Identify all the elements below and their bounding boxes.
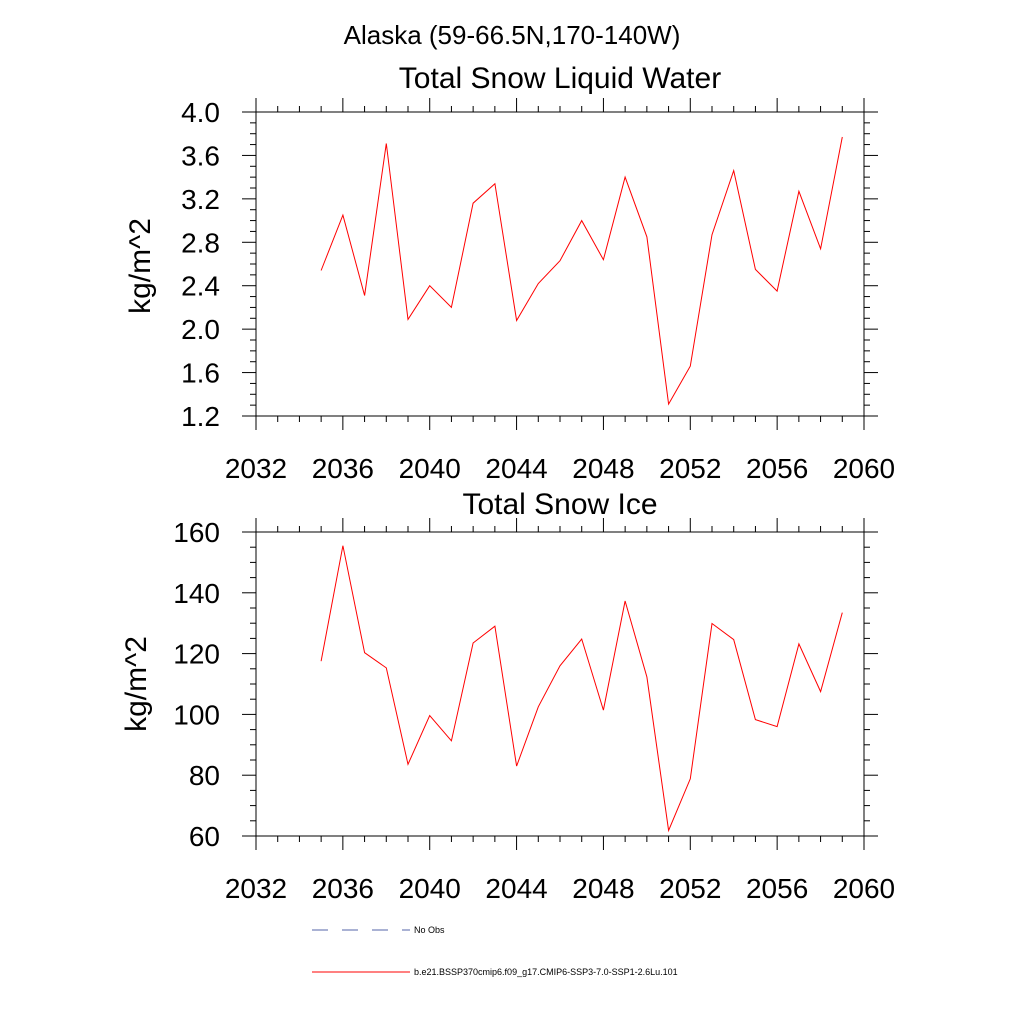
y-axis-label: kg/m^2 [124,218,157,314]
x-tick-label: 2040 [399,453,461,484]
chart-title: Total Snow Ice [462,488,657,521]
legend-label-model: b.e21.BSSP370cmip6.f09_g17.CMIP6-SSP3-7.… [414,967,678,977]
x-tick-label: 2036 [312,873,374,904]
plot-frame [255,111,865,417]
series-line [320,545,843,833]
x-tick-label: 2048 [572,873,634,904]
y-tick-label: 2.0 [181,314,220,345]
x-tick-label: 2060 [833,453,895,484]
page-title: Alaska (59-66.5N,170-140W) [344,20,681,50]
series-line [320,136,843,406]
y-tick-label: 2.8 [181,227,220,258]
x-tick-label: 2040 [399,873,461,904]
chart-snow-ice: Total Snow Ice kg/m^2 2032 2036 2040 2044 20… [120,488,895,904]
y-tick-label: 60 [189,821,220,852]
y-tick-label: 4.0 [181,97,220,128]
chart-title: Total Snow Liquid Water [399,62,721,95]
x-tick-label: 2048 [572,453,634,484]
y-tick-label: 3.2 [181,184,220,215]
x-tick-label: 2056 [746,453,808,484]
x-tick-label: 2032 [225,873,287,904]
y-tick-label: 160 [173,517,220,548]
y-tick-label: 1.2 [181,401,220,432]
x-tick-label: 2056 [746,873,808,904]
legend: No Obs b.e21.BSSP370cmip6.f09_g17.CMIP6-… [312,925,678,977]
plot-frame [255,531,865,837]
x-tick-label: 2044 [485,873,547,904]
chart-liquid-water: Total Snow Liquid Water kg/m^2 2032 2036 2… [124,62,895,484]
y-tick-label: 140 [173,578,220,609]
y-tick-label: 1.6 [181,358,220,389]
y-tick-label: 80 [189,760,220,791]
x-tick-label: 2036 [312,453,374,484]
x-tick-label: 2032 [225,453,287,484]
y-tick-label: 120 [173,639,220,670]
x-tick-label: 2044 [485,453,547,484]
x-tick-label: 2052 [659,453,721,484]
y-tick-label: 100 [173,699,220,730]
y-tick-label: 3.6 [181,140,220,171]
y-axis-label: kg/m^2 [120,636,153,732]
x-tick-label: 2060 [833,873,895,904]
y-tick-label: 2.4 [181,271,220,302]
legend-label-no-obs: No Obs [414,925,445,935]
x-tick-label: 2052 [659,873,721,904]
